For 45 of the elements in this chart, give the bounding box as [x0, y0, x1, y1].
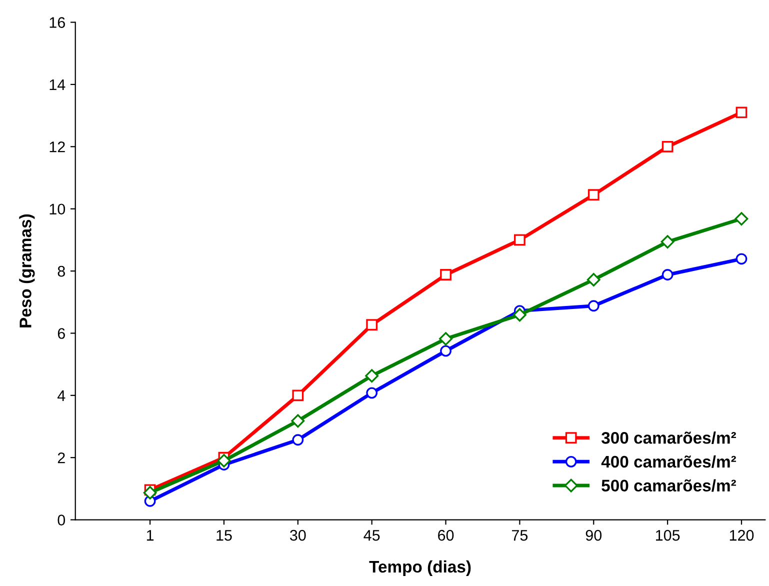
point	[440, 345, 452, 357]
point	[736, 106, 748, 118]
point	[588, 189, 600, 201]
point	[143, 486, 157, 500]
point	[514, 234, 526, 246]
point	[440, 269, 452, 280]
x-tick-label: 60	[438, 530, 454, 541]
y-axis-title: Peso (gramas)	[19, 214, 35, 328]
point	[662, 269, 674, 280]
point	[734, 212, 748, 226]
point	[365, 369, 379, 383]
x-tick-label: 120	[730, 530, 754, 541]
x-tick-label: 45	[364, 530, 380, 541]
y-tick-label: 12	[50, 142, 65, 152]
y-tick-label: 0	[58, 514, 66, 526]
y-tick-label: 4	[57, 390, 66, 401]
y-tick-label: 6	[58, 328, 65, 339]
x-tick-label: 1	[146, 530, 154, 541]
legend-label: 500 camarões/m²	[602, 479, 736, 492]
legend-label: 300 camarões/m²	[601, 432, 736, 444]
point	[736, 253, 748, 265]
point	[366, 319, 378, 331]
legend-label: 400 camarões/m²	[601, 455, 736, 468]
y-tick-label: 14	[50, 79, 66, 90]
x-tick-label: 105	[656, 530, 680, 541]
point	[662, 140, 674, 152]
point	[588, 300, 600, 312]
point	[512, 308, 526, 322]
y-tick-label: 8	[58, 266, 65, 277]
x-tick-label: 15	[216, 530, 232, 541]
x-tick-label: 90	[586, 530, 602, 541]
y-tick-label: 16	[50, 17, 65, 28]
point	[292, 434, 304, 446]
point	[660, 235, 674, 249]
x-tick-label: 75	[512, 530, 528, 541]
x-axis-title: Tempo (dias)	[369, 560, 471, 576]
point	[586, 273, 600, 286]
x-tick-label: 30	[290, 530, 306, 541]
point	[292, 390, 304, 402]
y-tick-label: 10	[50, 204, 66, 215]
point	[291, 414, 305, 428]
point	[217, 454, 231, 468]
point	[366, 387, 378, 399]
y-tick-label: 2	[58, 452, 65, 464]
point	[439, 332, 452, 346]
